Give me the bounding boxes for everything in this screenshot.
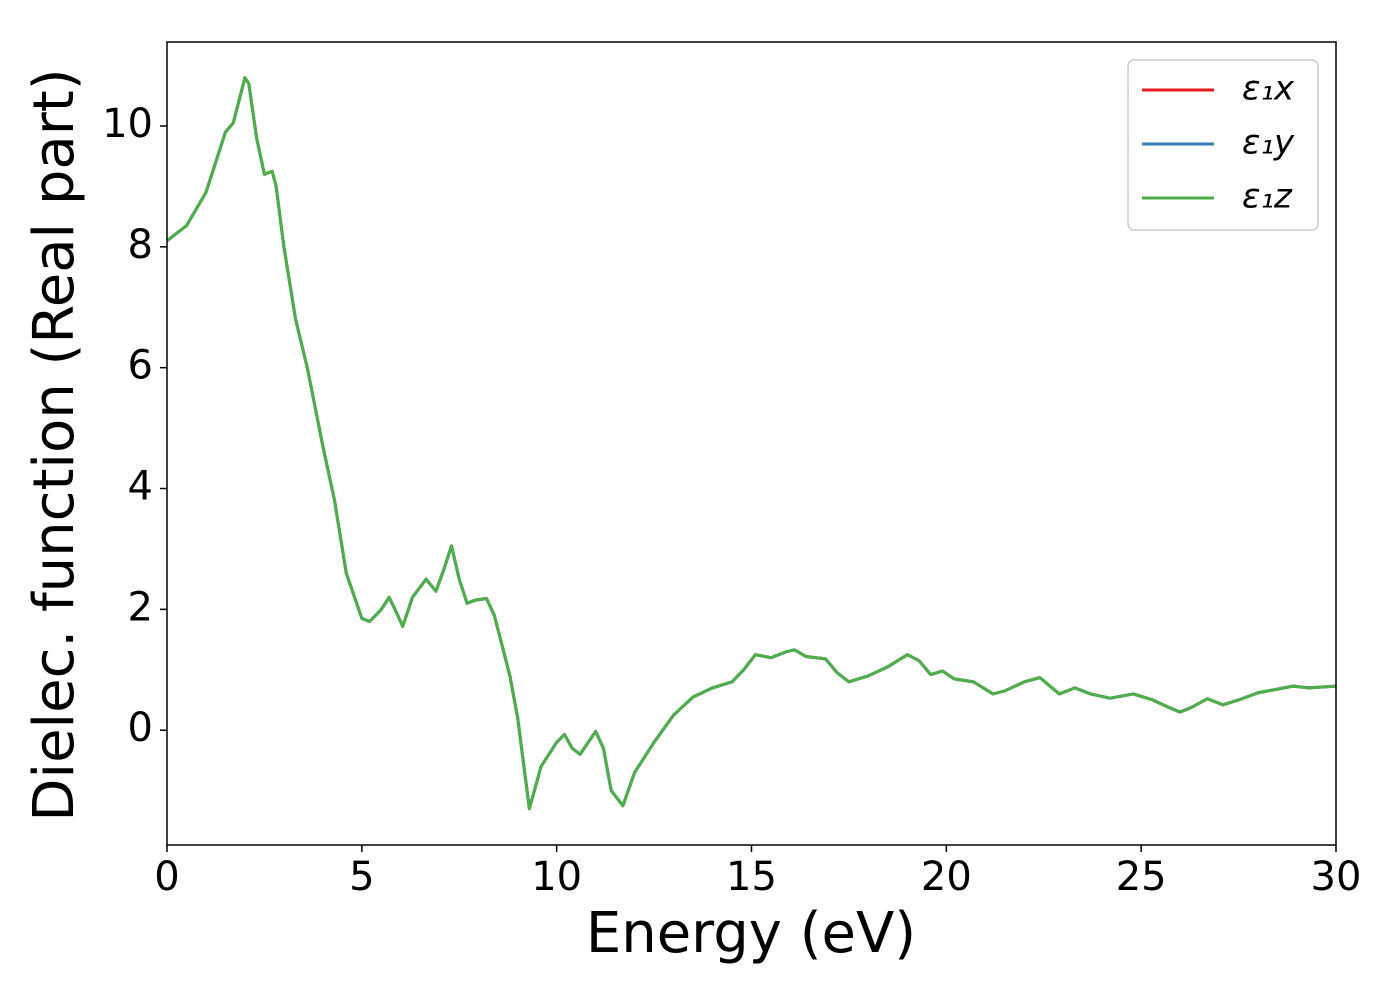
x-tick-label: 0: [154, 854, 179, 900]
y-tick-label: 6: [128, 343, 153, 389]
x-tick-label: 15: [726, 854, 777, 900]
legend-label: ε₁z: [1242, 177, 1293, 217]
y-tick-label: 0: [128, 705, 153, 751]
x-tick-label: 30: [1311, 854, 1362, 900]
x-tick-label: 25: [1116, 854, 1167, 900]
x-axis-label: Energy (eV): [586, 901, 916, 966]
y-tick-label: 2: [128, 584, 153, 630]
legend-label: ε₁y: [1242, 123, 1295, 163]
legend-label: ε₁x: [1242, 69, 1295, 109]
series-line: [166, 76, 1337, 811]
x-tick-label: 10: [531, 854, 582, 900]
y-axis-label: Dielec. function (Real part): [22, 68, 87, 821]
y-tick-label: 8: [128, 222, 153, 268]
y-tick-label: 4: [128, 464, 153, 510]
x-tick-label: 5: [349, 854, 374, 900]
plot-frame: [166, 41, 1337, 846]
legend-box: [1127, 59, 1319, 231]
y-tick-label: 10: [102, 101, 153, 147]
x-tick-label: 20: [921, 854, 972, 900]
